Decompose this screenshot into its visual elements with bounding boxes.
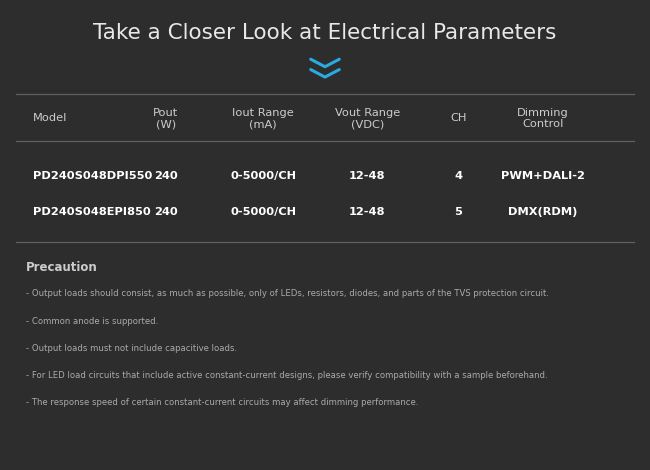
Text: PD240S048DPI550: PD240S048DPI550 (32, 171, 152, 181)
Text: 240: 240 (154, 207, 177, 218)
Text: - Common anode is supported.: - Common anode is supported. (26, 316, 158, 326)
Text: 12-48: 12-48 (349, 171, 385, 181)
Text: Vout Range
(VDC): Vout Range (VDC) (335, 108, 400, 129)
Text: Dimming
Control: Dimming Control (517, 108, 569, 129)
Text: 0-5000/CH: 0-5000/CH (230, 207, 296, 218)
Text: Iout Range
(mA): Iout Range (mA) (233, 108, 294, 129)
Text: - For LED load circuits that include active constant-current designs, please ver: - For LED load circuits that include act… (26, 371, 547, 380)
Text: 5: 5 (454, 207, 462, 218)
Text: CH: CH (450, 113, 467, 124)
Text: Model: Model (32, 113, 67, 124)
Text: Pout
(W): Pout (W) (153, 108, 178, 129)
Text: 12-48: 12-48 (349, 207, 385, 218)
Text: PD240S048EPI850: PD240S048EPI850 (32, 207, 150, 218)
Text: - The response speed of certain constant-current circuits may affect dimming per: - The response speed of certain constant… (26, 398, 419, 407)
Text: Take a Closer Look at Electrical Parameters: Take a Closer Look at Electrical Paramet… (94, 23, 556, 43)
Text: DMX(RDM): DMX(RDM) (508, 207, 577, 218)
Text: - Output loads should consist, as much as possible, only of LEDs, resistors, dio: - Output loads should consist, as much a… (26, 289, 549, 298)
Text: 4: 4 (454, 171, 462, 181)
Text: Precaution: Precaution (26, 261, 97, 274)
Text: 240: 240 (154, 171, 177, 181)
Text: PWM+DALI-2: PWM+DALI-2 (500, 171, 585, 181)
Text: - Output loads must not include capacitive loads.: - Output loads must not include capaciti… (26, 344, 237, 353)
Text: 0-5000/CH: 0-5000/CH (230, 171, 296, 181)
